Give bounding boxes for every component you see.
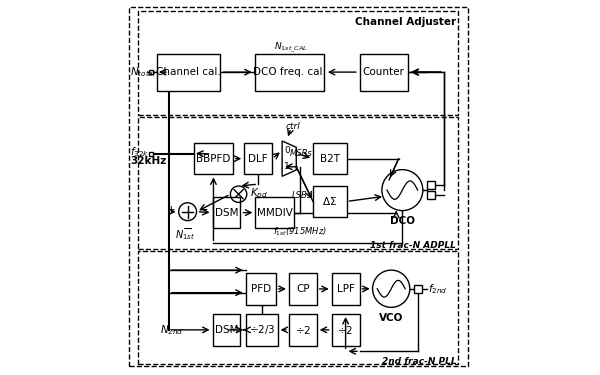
Text: $f_{1st}$(915MHz): $f_{1st}$(915MHz) [273, 226, 327, 238]
FancyBboxPatch shape [313, 186, 347, 217]
Text: DCO freq. cal.: DCO freq. cal. [253, 67, 326, 77]
Text: MSBs: MSBs [290, 148, 312, 158]
Text: CP: CP [296, 284, 310, 294]
FancyBboxPatch shape [149, 152, 154, 156]
FancyBboxPatch shape [212, 197, 241, 228]
FancyBboxPatch shape [313, 143, 347, 174]
Text: $\div$2: $\div$2 [337, 324, 354, 336]
FancyBboxPatch shape [256, 54, 324, 91]
FancyBboxPatch shape [332, 273, 359, 305]
FancyBboxPatch shape [194, 143, 233, 174]
FancyBboxPatch shape [289, 314, 317, 346]
Text: 0: 0 [284, 146, 290, 155]
FancyBboxPatch shape [212, 314, 241, 346]
Text: 1: 1 [284, 162, 290, 171]
Text: −: − [183, 222, 194, 236]
FancyBboxPatch shape [427, 181, 435, 189]
FancyBboxPatch shape [427, 191, 435, 199]
Text: Counter: Counter [363, 67, 404, 77]
Text: 1st frac-N ADPLL: 1st frac-N ADPLL [370, 242, 457, 250]
Text: 32kHz: 32kHz [130, 156, 167, 166]
FancyBboxPatch shape [359, 54, 408, 91]
Text: $f_{2nd}$: $f_{2nd}$ [428, 282, 447, 296]
Text: B2T: B2T [320, 154, 340, 164]
Text: $f_{32k}$: $f_{32k}$ [130, 145, 149, 159]
FancyBboxPatch shape [256, 197, 295, 228]
Text: $N_{total}$: $N_{total}$ [130, 65, 157, 79]
Text: Channel Adjuster: Channel Adjuster [355, 17, 457, 27]
Text: +: + [167, 205, 176, 215]
Text: $\div$2: $\div$2 [295, 324, 311, 336]
Text: $N_{2nd}$: $N_{2nd}$ [160, 323, 184, 337]
FancyBboxPatch shape [244, 143, 272, 174]
FancyBboxPatch shape [332, 314, 359, 346]
Text: BBPFD: BBPFD [196, 154, 230, 164]
Text: PFD: PFD [251, 284, 271, 294]
Text: $K_{pd}$: $K_{pd}$ [250, 187, 268, 201]
Text: 2nd frac-N PLL: 2nd frac-N PLL [382, 357, 457, 366]
Text: $\div$2/3: $\div$2/3 [248, 323, 275, 336]
Text: LPF: LPF [337, 284, 355, 294]
FancyBboxPatch shape [413, 285, 422, 293]
Text: DSM: DSM [215, 325, 238, 335]
Text: MMDIV: MMDIV [257, 208, 293, 218]
FancyBboxPatch shape [289, 273, 317, 305]
Text: $N_{1st\_CAL}$: $N_{1st\_CAL}$ [274, 40, 307, 55]
Text: ctrl: ctrl [286, 122, 301, 130]
FancyBboxPatch shape [149, 70, 154, 74]
Text: Channel cal.: Channel cal. [156, 67, 221, 77]
FancyBboxPatch shape [246, 273, 276, 305]
Text: $\Delta\Sigma$: $\Delta\Sigma$ [322, 195, 337, 207]
FancyBboxPatch shape [157, 54, 220, 91]
Text: DCO: DCO [390, 216, 415, 226]
Text: VCO: VCO [379, 313, 403, 323]
Text: DSM: DSM [215, 208, 238, 218]
Text: DLF: DLF [248, 154, 268, 164]
FancyBboxPatch shape [246, 314, 278, 346]
Text: LSBs: LSBs [292, 191, 312, 200]
Text: $N_{1st}$: $N_{1st}$ [175, 229, 195, 242]
